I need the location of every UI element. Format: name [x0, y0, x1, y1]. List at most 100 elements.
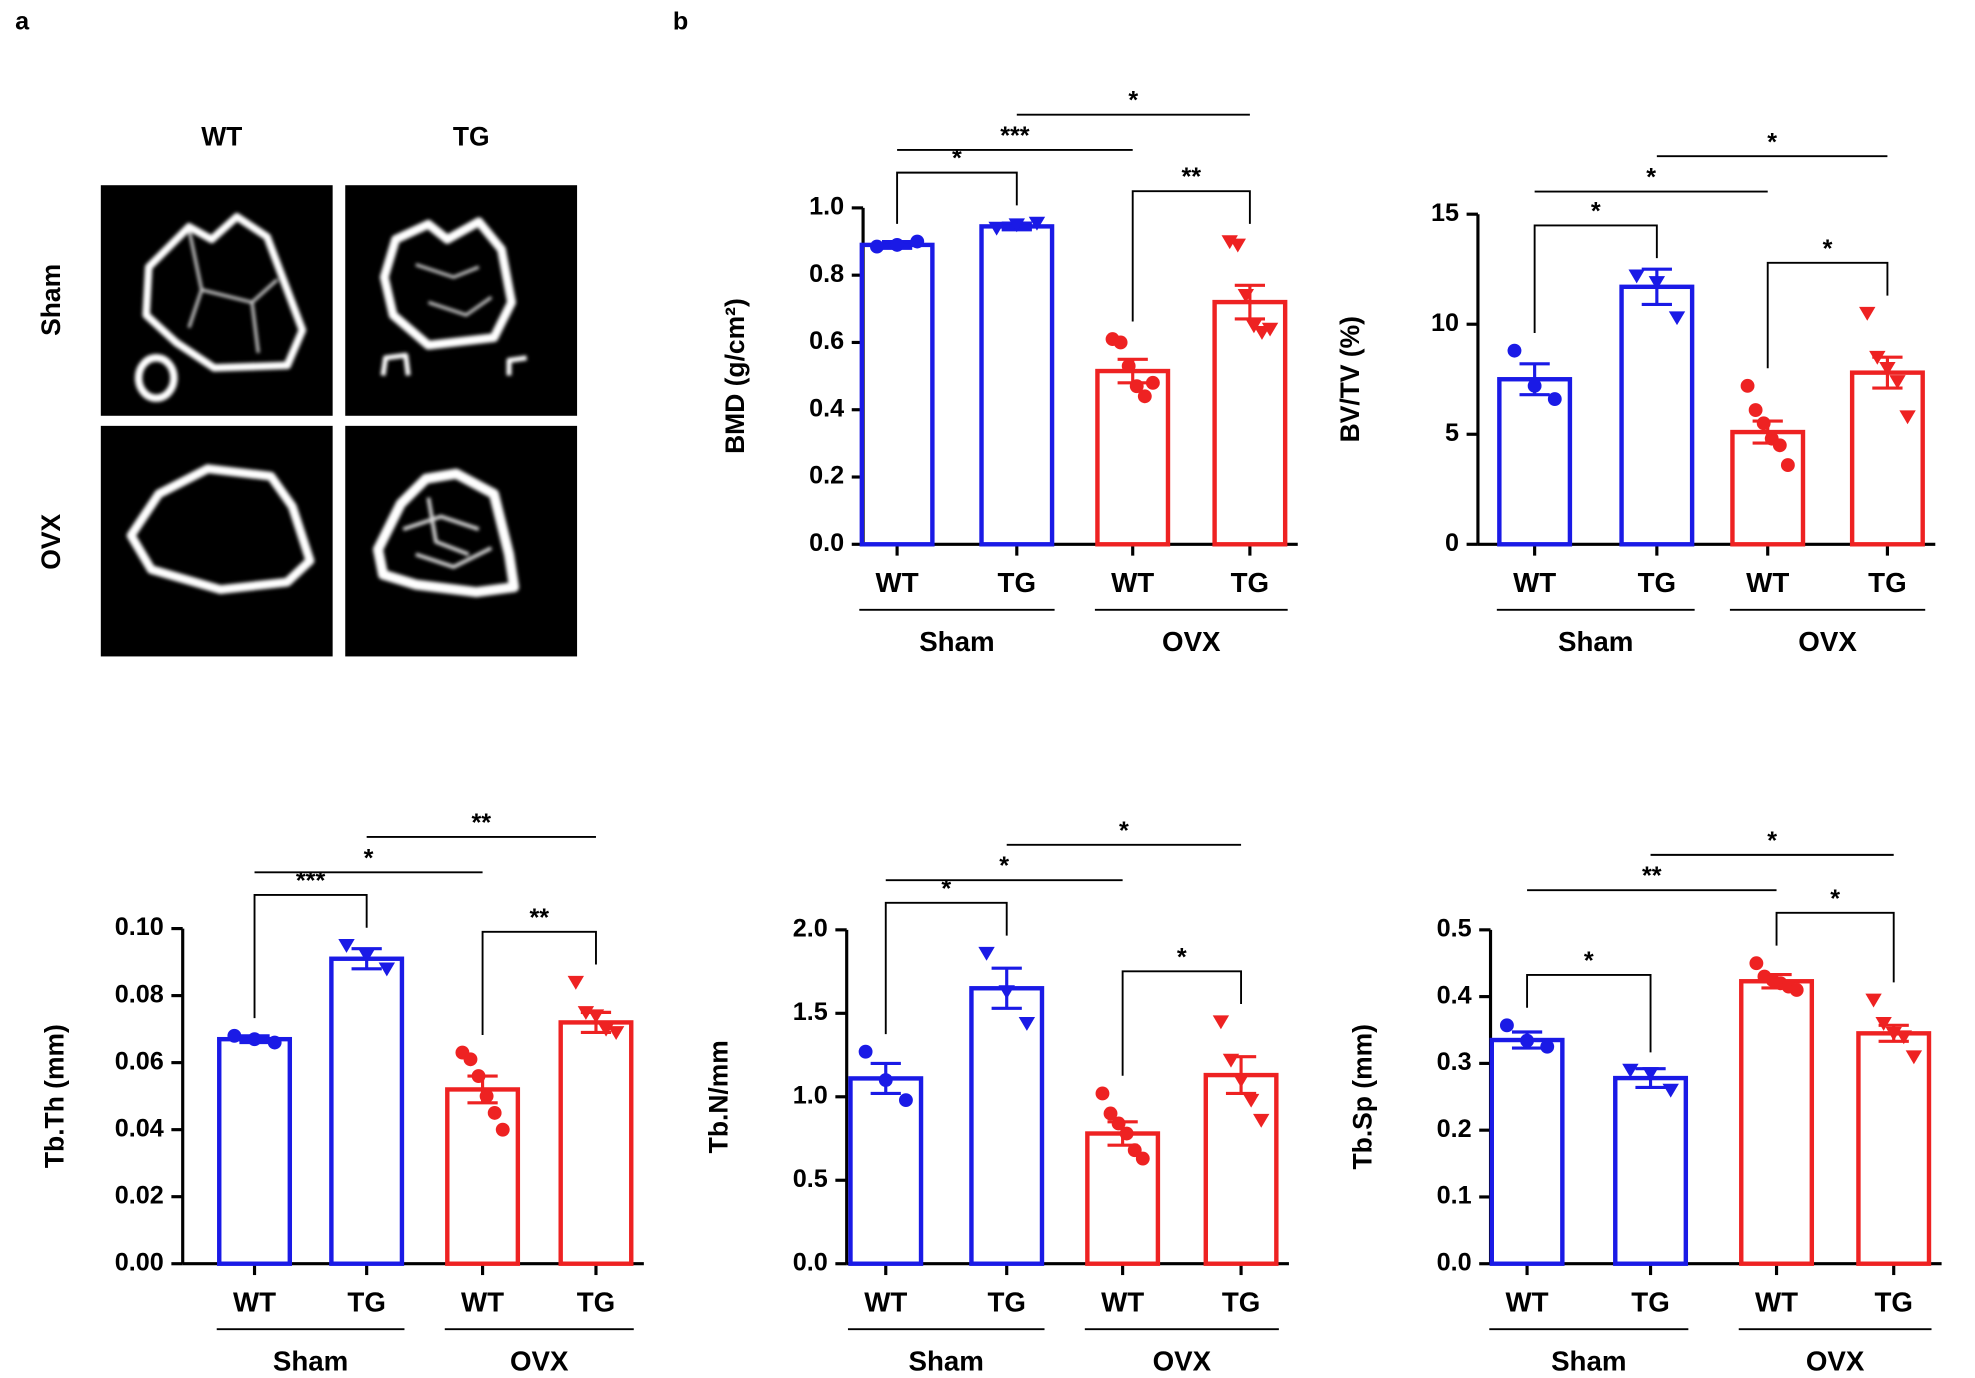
data-point — [1129, 379, 1144, 394]
data-point — [247, 1032, 262, 1047]
bar — [1613, 1075, 1689, 1266]
data-point — [1662, 1083, 1679, 1098]
y-tick-label: 10 — [1431, 309, 1459, 337]
y-tick-label: 0.02 — [115, 1181, 164, 1209]
data-point — [1018, 1017, 1036, 1031]
data-point — [378, 962, 396, 977]
group-label: OVX — [1806, 1346, 1865, 1377]
data-point — [1780, 458, 1795, 472]
significance-label: * — [1767, 128, 1777, 156]
data-point — [1889, 375, 1906, 390]
y-tick-label: 0.2 — [809, 462, 844, 490]
x-tick-label: WT — [1755, 1286, 1798, 1317]
panel-label: b — [673, 7, 688, 35]
bar — [1095, 368, 1171, 547]
data-point — [1648, 276, 1666, 290]
x-tick-label: WT — [1513, 567, 1556, 598]
data-point — [267, 1035, 282, 1050]
significance-bracket — [1526, 973, 1652, 1053]
data-point — [487, 1105, 502, 1120]
significance-label: * — [1646, 164, 1656, 192]
group-label: OVX — [1798, 626, 1857, 657]
data-point — [1229, 238, 1246, 253]
data-point — [988, 221, 1005, 236]
data-point — [1749, 956, 1764, 971]
data-point — [1756, 416, 1771, 431]
y-tick-label: 0.04 — [115, 1114, 164, 1142]
y-tick-label: 0.1 — [1437, 1182, 1472, 1210]
significance-bracket — [481, 930, 597, 1035]
data-point — [1628, 269, 1645, 284]
data-point — [567, 975, 585, 990]
data-point — [1242, 1093, 1260, 1108]
column-label: TG — [453, 122, 490, 152]
y-tick-label: 0.0 — [1437, 1248, 1472, 1276]
data-point — [1540, 1039, 1555, 1054]
y-tick-label: 1.0 — [793, 1081, 828, 1109]
data-point — [1789, 983, 1804, 997]
y-tick-label: 0.06 — [115, 1047, 164, 1075]
x-tick-label: TG — [987, 1286, 1025, 1317]
group-label: Sham — [273, 1346, 348, 1377]
bar — [859, 242, 935, 547]
y-axis-label: Tb.N/mm — [704, 1040, 734, 1153]
significance-label: * — [952, 145, 962, 173]
group-label: OVX — [1153, 1346, 1212, 1377]
data-point — [587, 1009, 605, 1024]
data-point — [1137, 389, 1152, 404]
data-point — [1028, 216, 1046, 231]
bar — [329, 956, 405, 1266]
significance-label: * — [999, 852, 1009, 880]
x-tick-label: TG — [1631, 1286, 1669, 1317]
data-point — [1547, 392, 1562, 406]
data-point — [878, 1073, 893, 1088]
x-tick-label: WT — [864, 1286, 907, 1317]
y-tick-label: 5 — [1445, 419, 1459, 447]
significance-label: * — [941, 875, 951, 903]
data-point — [471, 1069, 486, 1083]
x-tick-label: TG — [1231, 567, 1269, 598]
group-label: Sham — [1558, 626, 1633, 657]
significance-label: * — [1119, 817, 1129, 845]
y-tick-label: 15 — [1431, 199, 1459, 227]
y-tick-label: 2.0 — [793, 914, 828, 942]
data-point — [1121, 359, 1136, 373]
data-point — [1261, 322, 1279, 337]
data-point — [1895, 1030, 1912, 1045]
y-axis-label: Tb.Sp (mm) — [1348, 1024, 1378, 1169]
significance-label: *** — [1000, 122, 1030, 150]
significance-bracket — [896, 171, 1018, 224]
x-tick-label: TG — [998, 567, 1036, 598]
data-point — [978, 946, 995, 961]
significance-label: * — [1830, 885, 1840, 913]
significance-label: * — [1584, 947, 1594, 975]
significance-label: * — [1128, 87, 1138, 115]
significance-label: * — [1823, 235, 1833, 263]
bar — [1489, 1037, 1565, 1266]
data-point — [1145, 375, 1160, 390]
x-tick-label: TG — [1222, 1286, 1260, 1317]
y-tick-label: 0.0 — [793, 1248, 828, 1276]
data-point — [1859, 306, 1876, 321]
significance-bracket — [884, 901, 1008, 1035]
group-label: OVX — [510, 1346, 569, 1377]
data-point — [1119, 1126, 1134, 1141]
data-point — [1879, 361, 1896, 376]
group-label: OVX — [1162, 626, 1221, 657]
y-tick-label: 0.00 — [115, 1248, 164, 1276]
y-axis-label: Tb.Th (mm) — [40, 1024, 70, 1168]
data-point — [858, 1044, 873, 1059]
bar — [558, 1020, 634, 1266]
data-point — [1899, 410, 1916, 425]
data-point — [479, 1089, 494, 1104]
group-label: Sham — [1551, 1346, 1626, 1377]
data-point — [870, 239, 884, 254]
data-point — [1095, 1086, 1110, 1101]
data-point — [898, 1093, 913, 1108]
data-point — [1875, 1017, 1892, 1031]
y-tick-label: 0.10 — [115, 913, 164, 941]
significance-label: * — [1591, 197, 1601, 225]
data-point — [1865, 993, 1882, 1008]
data-point — [1135, 1151, 1150, 1166]
y-tick-label: 0.4 — [1437, 981, 1472, 1009]
